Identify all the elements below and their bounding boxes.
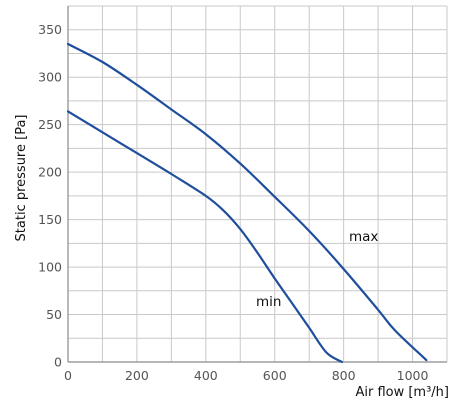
y-tick-label: 50 [46,307,62,322]
x-tick-label: 1000 [397,368,429,383]
x-tick-label: 600 [263,368,287,383]
x-tick-label: 800 [332,368,356,383]
x-axis-title: Air flow [m³/h] [355,385,449,400]
y-tick-label: 0 [54,355,62,370]
chart-series [66,42,428,364]
series-line-max [66,42,428,362]
x-tick-label: 0 [64,368,72,383]
x-tick-label: 200 [125,368,149,383]
series-label-max: max [349,229,378,245]
x-tick-labels: 0 200 400 600 800 1000 [64,368,428,383]
y-tick-label: 350 [38,22,62,37]
y-tick-label: 100 [38,260,62,275]
y-axis-title: Static pressure [Pa] [14,115,29,242]
y-tick-label: 150 [38,212,62,227]
y-tick-label: 250 [38,117,62,132]
y-tick-label: 200 [38,165,62,180]
series-line-min [66,110,343,364]
series-label-min: min [256,294,281,310]
y-tick-label: 300 [38,70,62,85]
series-labels: max min [256,229,378,310]
y-tick-labels: 0 50 100 150 200 250 300 350 [38,22,62,369]
chart-axes [67,6,447,363]
x-tick-label: 400 [194,368,218,383]
